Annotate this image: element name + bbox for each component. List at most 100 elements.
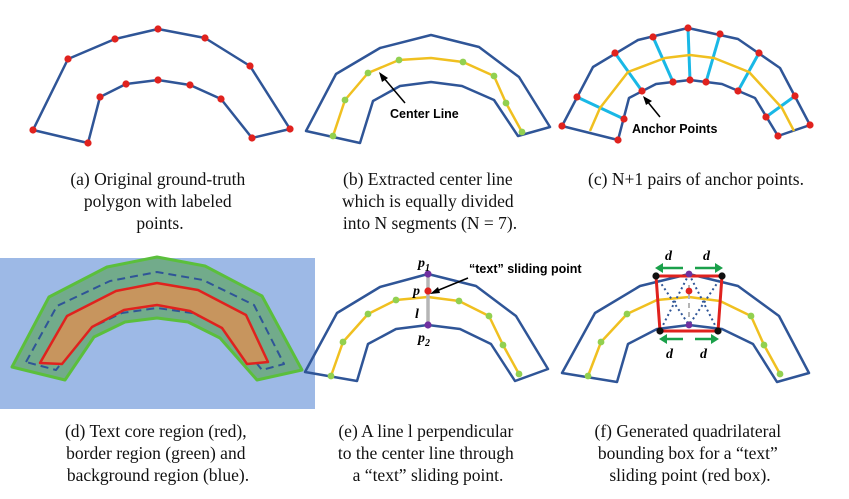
- sliding-point-pointer-head: [430, 287, 440, 294]
- center-point: [339, 338, 347, 346]
- caption-line: points.: [136, 213, 183, 233]
- caption-e: (e) A line l perpendicular to the center…: [338, 421, 518, 485]
- box-corner: [714, 327, 722, 335]
- center-point: [329, 132, 337, 140]
- caption-line: which is equally divided: [342, 191, 514, 211]
- labeled-point: [154, 25, 162, 33]
- center-point: [485, 312, 493, 320]
- anchor-point: [791, 92, 799, 100]
- anchor-links: [576, 27, 796, 121]
- box-corners: [652, 272, 726, 335]
- center-point: [518, 128, 526, 136]
- p-label: p: [412, 284, 420, 299]
- anchor-point: [558, 122, 566, 130]
- anchor-point: [669, 78, 677, 86]
- anchor-points-pointer: [646, 100, 661, 118]
- caption-line: sliding point (red box).: [609, 465, 770, 485]
- center-line-pointer: [382, 76, 406, 104]
- center-line-label: Center Line: [390, 107, 459, 121]
- caption-line: a “text” sliding point.: [353, 465, 504, 485]
- labeled-point: [186, 81, 194, 89]
- center-point: [364, 310, 372, 318]
- labeled-point: [122, 80, 130, 88]
- center-line: [588, 53, 796, 132]
- point-p1: [424, 270, 432, 278]
- panel-d: (d) Text core region (red), border regio…: [0, 255, 315, 485]
- point-p1: [685, 270, 693, 278]
- dotted-line: [688, 273, 719, 332]
- labeled-point: [96, 93, 104, 101]
- panel-c: Anchor Points (c) N+1 pairs of anchor po…: [558, 24, 814, 189]
- distance-arrow-head: [655, 263, 663, 273]
- caption-line: into N segments (N = 7).: [343, 213, 517, 233]
- center-points: [329, 56, 526, 140]
- distance-arrow-head: [659, 334, 667, 344]
- dotted-line: [659, 273, 690, 332]
- anchor-points: [558, 24, 814, 144]
- anchor-points-label: Anchor Points: [632, 122, 717, 136]
- point-p2: [685, 321, 693, 329]
- center-point: [364, 69, 372, 77]
- center-point: [502, 99, 510, 107]
- caption-d: (d) Text core region (red), border regio…: [65, 421, 251, 485]
- p1-base: p: [417, 256, 425, 271]
- center-point: [776, 370, 784, 378]
- caption-line: bounding box for a “text”: [598, 443, 778, 463]
- labeled-point: [84, 139, 92, 147]
- labeled-point: [29, 126, 37, 134]
- center-line: [586, 295, 782, 377]
- caption-line: (b) Extracted center line: [343, 169, 513, 189]
- labeled-point: [217, 95, 225, 103]
- sliding-point-label: “text” sliding point: [469, 262, 582, 276]
- p2-label: p2: [417, 331, 430, 349]
- p2-base: p: [417, 331, 425, 346]
- sliding-point-p: [424, 287, 432, 295]
- text-polygon: [303, 272, 550, 383]
- center-points: [327, 296, 523, 380]
- anchor-point: [611, 49, 619, 57]
- anchor-point: [620, 115, 628, 123]
- panel-a: (a) Original ground-truth polygon with l…: [29, 25, 294, 233]
- caption-line: (a) Original ground-truth: [70, 169, 245, 189]
- sliding-point-p: [685, 287, 693, 295]
- labeled-point: [111, 35, 119, 43]
- center-line-pointer-head: [379, 72, 388, 82]
- anchor-point: [614, 136, 622, 144]
- box-corner: [656, 327, 664, 335]
- anchor-points-pointer-head: [643, 96, 652, 105]
- center-point: [395, 56, 403, 64]
- caption-line: border region (green) and: [66, 443, 246, 463]
- labeled-point: [154, 76, 162, 84]
- distance-arrows: [655, 263, 723, 344]
- d-label: d: [700, 347, 708, 362]
- center-point: [459, 58, 467, 66]
- anchor-point: [762, 113, 770, 121]
- distance-arrow-head: [711, 334, 719, 344]
- center-point: [392, 296, 400, 304]
- caption-line: to the center line through: [338, 443, 514, 463]
- anchor-point: [755, 49, 763, 57]
- labeled-point: [64, 55, 72, 63]
- panel-b: Center Line (b) Extracted center line wh…: [304, 33, 552, 233]
- center-point: [327, 372, 335, 380]
- caption-line: polygon with labeled: [84, 191, 232, 211]
- p1-sub: 1: [425, 263, 430, 274]
- anchor-point: [686, 76, 694, 84]
- p2-sub: 2: [424, 338, 430, 349]
- panel-f: d d d d (f) Generated quadrilateral boun…: [560, 249, 811, 485]
- d-label: d: [665, 249, 673, 264]
- center-point: [597, 338, 605, 346]
- anchor-point: [716, 30, 724, 38]
- caption-b: (b) Extracted center line which is equal…: [342, 169, 518, 233]
- box-corner: [652, 272, 660, 280]
- center-line: [331, 56, 524, 137]
- l-label: l: [415, 307, 419, 322]
- sliding-point-pointer: [433, 277, 469, 293]
- caption-line: (d) Text core region (red),: [65, 421, 247, 441]
- distance-arrow-head: [715, 263, 723, 273]
- caption-a: (a) Original ground-truth polygon with l…: [70, 169, 249, 233]
- ground-truth-polygon: [31, 27, 292, 145]
- caption-line: (f) Generated quadrilateral: [595, 421, 782, 441]
- center-point: [455, 297, 463, 305]
